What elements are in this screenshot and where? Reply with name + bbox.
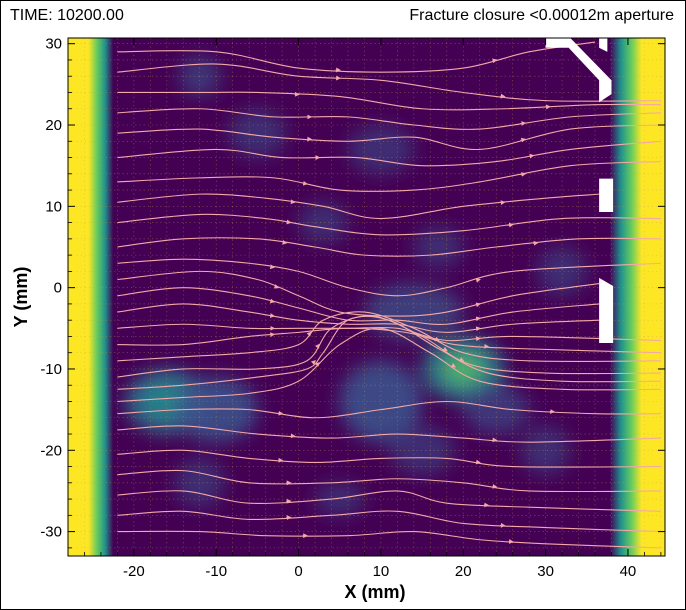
streamline: [117, 63, 661, 102]
streamline: [117, 193, 600, 220]
streamline-arrow: [306, 331, 312, 337]
figure-subtitle: Fracture closure <0.00012m aperture: [409, 7, 674, 24]
x-axis-label: X (mm): [344, 582, 405, 602]
streamline: [117, 161, 661, 192]
closure-mask-region: [599, 178, 614, 213]
streamline: [117, 327, 661, 403]
streamline-arrow: [314, 362, 321, 368]
streamline: [117, 124, 661, 150]
streamline: [117, 258, 661, 297]
streamline-arrow: [450, 363, 457, 368]
field-patch: [298, 202, 348, 243]
edge-bands: [68, 38, 665, 556]
closure-mask-region: [599, 38, 608, 52]
streamline: [117, 270, 600, 317]
field-patch: [339, 360, 423, 443]
x-tick-label: 40: [620, 563, 637, 580]
streamline-arrow: [315, 343, 320, 349]
streamline-arrow: [310, 359, 316, 366]
streamline: [117, 315, 661, 390]
x-tick-label: 0: [294, 563, 302, 580]
y-tick-label: -30: [40, 524, 62, 541]
streamline: [117, 449, 661, 468]
streamline: [117, 140, 661, 167]
field-patch: [537, 246, 587, 296]
grid-lines: [68, 38, 665, 556]
y-tick-label: 10: [45, 198, 62, 215]
closure-mask: [545, 38, 614, 343]
y-tick-label: 30: [45, 36, 62, 53]
streamline-arrow: [492, 58, 498, 64]
streamlines: [117, 41, 661, 549]
plot-background: [68, 38, 665, 556]
streamline-arrow: [529, 153, 535, 159]
streamline-arrow: [302, 180, 308, 186]
y-tick-label: -10: [40, 361, 62, 378]
time-label: TIME: 10200.00: [10, 7, 124, 24]
field-patch: [347, 125, 414, 174]
streamline: [117, 213, 661, 236]
streamline-arrow: [442, 346, 448, 352]
field-patch: [413, 226, 464, 268]
streamline-arrow: [458, 357, 465, 362]
x-tick-label: 30: [537, 563, 554, 580]
x-axis: -20 -10 0 10 20 30 40: [67, 38, 662, 580]
field-patch: [228, 108, 287, 158]
streamline-arrow: [475, 316, 481, 322]
streamline-arrow: [269, 298, 276, 304]
streamline-arrow: [273, 284, 280, 289]
streamline: [117, 41, 596, 73]
streamline: [117, 400, 661, 419]
y-tick-label: -20: [40, 442, 62, 459]
streamline-arrow: [507, 222, 514, 228]
field-patch: [463, 385, 530, 435]
x-tick-label: 20: [455, 563, 472, 580]
streamline: [117, 91, 661, 111]
streamline: [117, 108, 661, 130]
streamline: [117, 327, 661, 354]
streamline-arrow: [434, 336, 440, 342]
streamline-arrow: [475, 278, 481, 283]
field-patch: [315, 482, 365, 516]
y-tick-label: 20: [45, 117, 62, 134]
streamline: [117, 311, 661, 362]
x-tick-label: 10: [373, 563, 390, 580]
edge-band: [68, 38, 114, 556]
closure-mask-region: [599, 277, 614, 343]
edge-band: [609, 38, 665, 556]
field-patch: [175, 377, 258, 443]
streamline-arrow: [520, 121, 527, 126]
closure-mask-region: [545, 38, 612, 103]
streamline: [117, 510, 661, 533]
y-axis-label: Y (mm): [11, 267, 31, 328]
streamline: [117, 303, 600, 333]
plot-border: [67, 37, 666, 557]
streamline-arrow: [520, 137, 527, 143]
x-tick-label: -20: [123, 563, 145, 580]
streamline-arrow: [475, 302, 481, 308]
y-axis: -30 -20 -10 0 10 20 30: [40, 36, 665, 549]
streamline: [117, 490, 661, 512]
streamline: [117, 530, 661, 549]
streamline: [117, 237, 661, 257]
streamline-arrow: [520, 172, 527, 177]
streamline: [117, 469, 661, 493]
x-tick-label: -10: [205, 563, 227, 580]
field-patch: [389, 425, 456, 475]
y-tick-label: 0: [54, 280, 62, 297]
streamline: [117, 425, 661, 443]
